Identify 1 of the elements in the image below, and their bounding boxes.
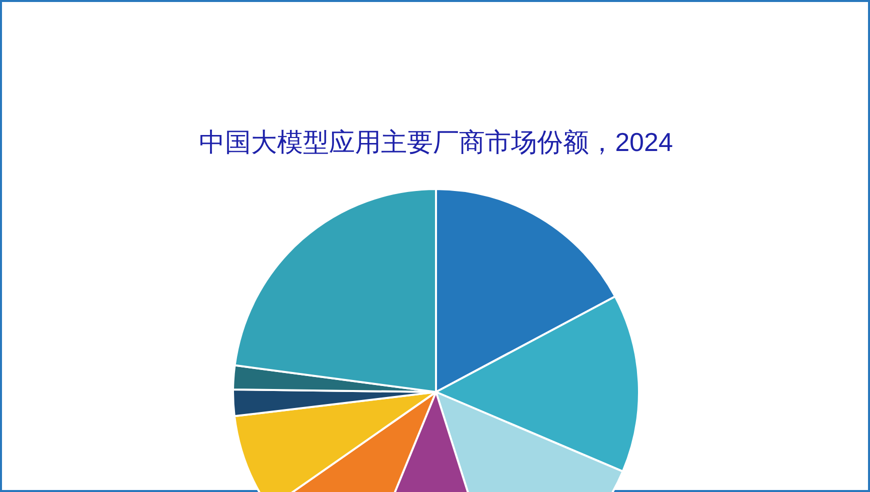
title: 中国大模型应用主要厂商市场份额，2024 [199, 127, 673, 157]
